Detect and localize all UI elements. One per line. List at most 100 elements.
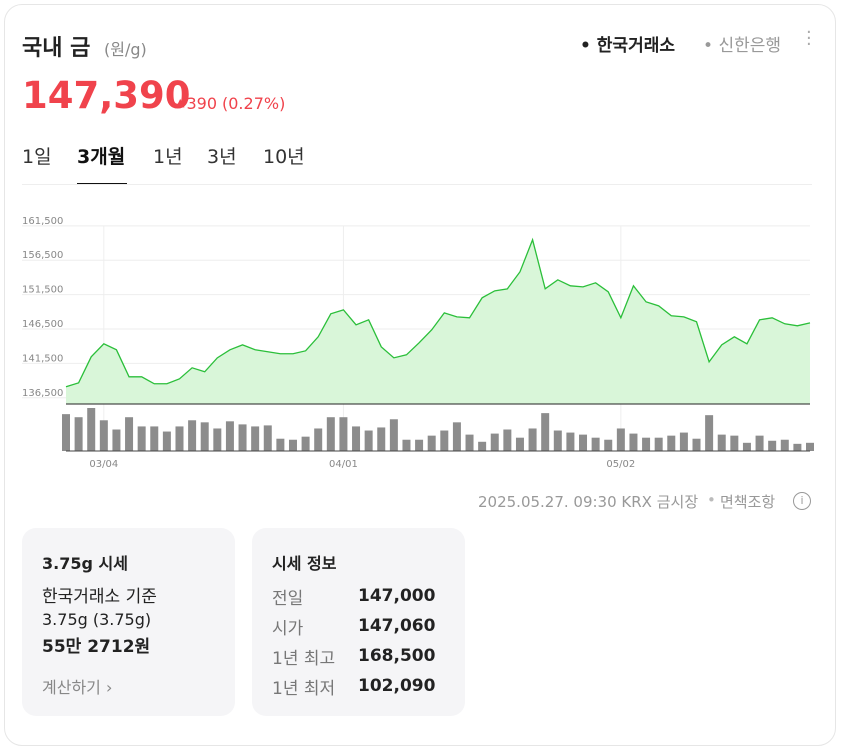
volume-bar [175,426,184,451]
volume-bar [99,420,108,451]
card-line: 한국거래소 기준 [42,587,157,607]
volume-bar [301,436,310,451]
volume-bar [389,419,398,451]
volume-bar [377,427,386,451]
dot: • [707,491,716,509]
volume-bar [616,428,625,451]
card-line: 55만 2712원 [42,637,151,657]
volume-bar [780,439,789,451]
volume-bar [490,433,499,451]
volume-bar [566,432,575,451]
y-tick-label: 136,500 [22,388,63,399]
disclaimer[interactable]: 면책조항 [720,493,776,511]
volume-bar [629,433,638,451]
source-tab[interactable]: 신한은행 [703,31,781,56]
volume-bar [87,408,96,451]
info-icon[interactable]: i [793,492,811,510]
row-value: 168,500 [358,646,436,666]
row-label: 1년 최저 [272,679,336,699]
volume-bar [717,434,726,451]
volume-bar [162,431,171,451]
volume-bar [125,417,134,451]
volume-bar [402,439,411,451]
volume-bar [528,428,537,451]
volume-bar [692,438,701,451]
price-change: 390 [176,94,217,113]
y-tick-label: 161,500 [22,216,63,227]
card-title: 3.75g 시세 [42,554,128,573]
volume-bar [326,417,335,451]
tab[interactable]: 3개월 [77,146,126,168]
volume-bar [806,442,814,451]
x-tick-label: 05/02 [606,459,635,470]
volume-bar [541,413,550,451]
volume-bar [591,437,600,451]
volume-bar [112,429,121,451]
chart: 136,500 141,500 146,500 151,500 156,500 161,5… [22,216,814,470]
card: 시세 정보 전일 147,000 시가 147,060 1년 최고 168,500 1년 최… [252,528,465,716]
volume-bar [352,426,361,451]
volume-bar [503,429,512,451]
tab[interactable]: 3년 [207,146,237,168]
volume-bar [478,441,487,451]
volume-bar [742,442,751,451]
row-label: 1년 최고 [272,649,336,669]
volume-bar [137,426,146,451]
y-tick-label: 146,500 [22,319,63,330]
source-tab[interactable]: 한국거래소 [580,31,675,56]
volume-bar [62,414,70,451]
volume-bar [679,432,688,451]
calc-link[interactable]: 계산하기 [42,674,112,698]
x-tick-label: 03/04 [89,459,118,470]
volume-bar [364,430,373,451]
volume-bar [251,426,260,451]
row-value: 147,000 [358,586,436,606]
card-title: 시세 정보 [272,554,337,573]
row-value: 147,060 [358,616,436,636]
volume-bar [654,437,663,451]
tab[interactable]: 1년 [153,146,183,168]
volume-bar [200,422,209,451]
price-change-pct: (0.27%) [222,94,286,113]
volume-bar [238,424,247,451]
volume-bar [263,425,272,451]
volume-bar [452,422,461,451]
price: 147,390 [22,74,191,117]
volume-bar [213,428,222,451]
volume-bar [440,430,449,451]
timestamp: 2025.05.27. 09:30 KRX 금시장 [478,493,699,511]
x-tick-label: 04/01 [329,459,358,470]
volume-bar [288,439,297,451]
volume-bar [515,437,524,451]
volume-bar [705,415,714,451]
volume-bar [768,440,777,451]
unit: (원/g) [104,40,147,59]
volume-bar [276,438,285,451]
volume-bar [150,426,159,451]
volume-bar [579,434,588,451]
volume-bar [793,443,802,451]
volume-bar [314,428,323,451]
volume-bar [415,439,424,451]
volume-bar [225,421,234,451]
title: 국내 금 [22,36,91,61]
volume-bar [755,435,764,451]
volume-bar [339,417,348,451]
y-tick-label: 151,500 [22,285,63,296]
more-menu[interactable]: · · · [806,22,812,55]
volume-bar [553,430,562,451]
card: 3.75g 시세 한국거래소 기준 3.75g (3.75g) 55만 2712… [22,528,235,716]
price-line [65,237,811,388]
volume-bar [427,435,436,451]
volume-bar [604,439,613,451]
volume-bar [74,417,83,451]
divider [22,184,812,185]
row-value: 102,090 [358,676,436,696]
row-label: 전일 [272,589,304,609]
volume-bar [667,435,676,451]
tab[interactable]: 10년 [263,146,305,168]
volume-bar [642,437,651,451]
volume-bar [465,434,474,451]
tab[interactable]: 1일 [22,146,52,168]
card-line: 3.75g (3.75g) [42,610,152,629]
